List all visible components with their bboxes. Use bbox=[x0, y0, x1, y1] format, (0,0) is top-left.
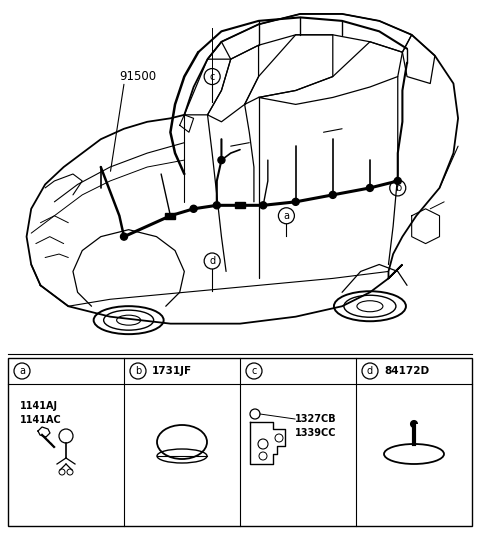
Text: d: d bbox=[209, 256, 215, 266]
Text: c: c bbox=[252, 366, 257, 376]
Circle shape bbox=[394, 177, 401, 184]
Circle shape bbox=[190, 205, 197, 212]
Circle shape bbox=[120, 233, 128, 240]
Bar bbox=[8, 358, 472, 526]
Bar bbox=[235, 202, 245, 209]
Text: 1731JF: 1731JF bbox=[152, 366, 192, 376]
Text: 1141AC: 1141AC bbox=[20, 415, 62, 425]
Text: 1327CB: 1327CB bbox=[295, 414, 336, 424]
Bar bbox=[166, 213, 175, 219]
Circle shape bbox=[213, 202, 220, 209]
Circle shape bbox=[260, 202, 267, 209]
Text: 84172D: 84172D bbox=[384, 366, 429, 376]
Text: 91500: 91500 bbox=[120, 70, 156, 83]
Text: c: c bbox=[209, 72, 215, 81]
Text: a: a bbox=[283, 211, 289, 221]
Circle shape bbox=[329, 191, 336, 198]
Text: a: a bbox=[19, 366, 25, 376]
Text: b: b bbox=[135, 366, 141, 376]
Circle shape bbox=[366, 184, 373, 191]
Text: d: d bbox=[367, 366, 373, 376]
Text: 1141AJ: 1141AJ bbox=[20, 401, 58, 411]
Circle shape bbox=[218, 157, 225, 163]
Text: 1339CC: 1339CC bbox=[295, 428, 336, 438]
Text: b: b bbox=[395, 183, 401, 193]
Circle shape bbox=[292, 198, 299, 205]
